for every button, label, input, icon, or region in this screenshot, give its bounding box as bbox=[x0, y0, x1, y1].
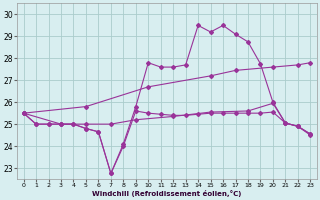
X-axis label: Windchill (Refroidissement éolien,°C): Windchill (Refroidissement éolien,°C) bbox=[92, 190, 242, 197]
